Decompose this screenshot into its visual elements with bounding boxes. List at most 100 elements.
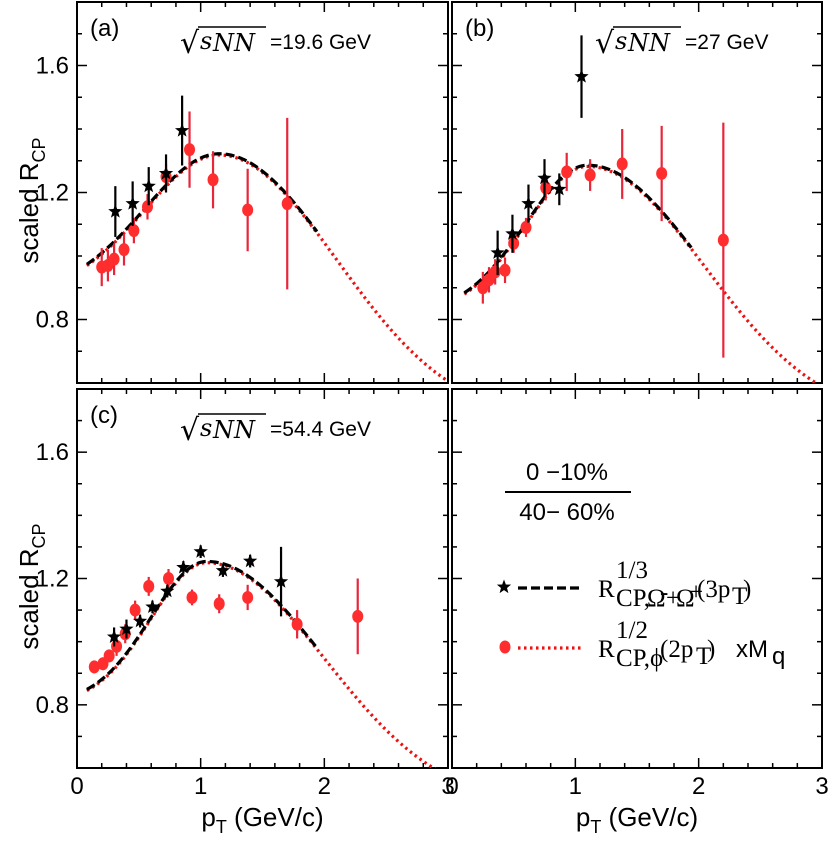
- x-axis-title: pT (GeV/c): [201, 802, 323, 837]
- x-tick-label: 2: [318, 773, 331, 800]
- snn-subscript: NN: [212, 29, 256, 57]
- omega-sub-cp: CP,: [616, 585, 650, 612]
- omega-series: [490, 35, 589, 276]
- x-tick-label: 3: [441, 773, 454, 800]
- omega-scaled-curve: [85, 152, 319, 266]
- x-tick-label: 0: [445, 773, 458, 800]
- omega-R: R: [598, 576, 615, 603]
- energy-value: =54.4 GeV: [270, 418, 371, 441]
- panel-d: 0 1 2 3 pT (GeV/c): [445, 388, 829, 837]
- phi-arg: (2p: [660, 636, 693, 663]
- phi-R: R: [598, 636, 615, 663]
- omega-point: [490, 245, 505, 259]
- panel-label: (b): [465, 15, 494, 42]
- omega-point: [160, 583, 175, 598]
- omega-point: [215, 563, 231, 577]
- phi-point: [103, 649, 115, 663]
- y-tick-label: 1.6: [36, 53, 69, 80]
- phi-scaled-curve: [86, 561, 437, 768]
- phi-point: [352, 609, 364, 623]
- omega-point: [141, 178, 156, 193]
- legend: 0 −10% 40− 60% R1/3CP,Ω-+Ω+(3p T)R1/2CP,ϕ(2…: [496, 459, 785, 672]
- phi-point: [520, 220, 532, 234]
- phi-point: [128, 224, 140, 238]
- phi-point: [118, 243, 130, 257]
- phi-point: [616, 157, 628, 171]
- phi-point: [129, 603, 141, 617]
- phi-sup: 1/2: [616, 617, 648, 644]
- y-tick-label: 1.6: [36, 439, 69, 466]
- phi-point: [111, 639, 123, 653]
- y-axis-title: scaled RCP: [14, 137, 49, 263]
- sqrt-symbol: √: [595, 26, 615, 61]
- tick-marks: [451, 388, 823, 769]
- omega-arg-sub: T: [732, 583, 747, 610]
- panel-label: (a): [90, 15, 119, 42]
- omega-scaled-curve: [86, 559, 319, 691]
- energy-label: √ s NN =54.4 GeV: [180, 413, 371, 448]
- omega-point: [552, 181, 567, 196]
- omega-sub-omega: Ω: [647, 585, 666, 612]
- omega-arg: (3p: [697, 576, 730, 603]
- panel-frame: [451, 1, 823, 384]
- phi-series: [96, 111, 293, 290]
- phi-point: [717, 233, 729, 247]
- omega-point: [145, 599, 160, 613]
- omega-point: [125, 196, 140, 210]
- panel-c: 0.8 1.2 1.6 0 1 2 3 scaled RCP pT (GeV/c) (c) √ s NN…: [14, 388, 455, 837]
- energy-label: √ s NN =27 GeV: [595, 26, 768, 61]
- energy-value: =19.6 GeV: [270, 31, 371, 54]
- phi-point: [291, 617, 303, 631]
- y-tick-label: 1.2: [36, 566, 69, 593]
- panel-b: (b) √ s NN =27 GeV: [451, 1, 823, 384]
- y-axis-title: scaled RCP: [14, 523, 49, 649]
- panel-frame: [76, 388, 449, 769]
- x-tick-label: 3: [815, 773, 828, 800]
- phi-point: [281, 197, 293, 211]
- phi-point: [242, 203, 254, 217]
- ratio-numerator: 0 −10%: [526, 459, 608, 486]
- snn-subscript: NN: [627, 29, 671, 57]
- phi-point: [584, 168, 596, 182]
- legend-phi-label: R1/2CP,ϕ(2p T) xM q: [598, 617, 785, 672]
- phi-point: [540, 181, 552, 195]
- snn-subscript: NN: [212, 416, 256, 444]
- x-tick-label: 1: [194, 773, 207, 800]
- omega-point: [537, 170, 552, 185]
- panel-a: 0.8 1.2 1.6 scaled RCP (a) √ s NN =19.6 GeV: [14, 1, 449, 384]
- omega-point: [132, 613, 148, 628]
- phi-point: [184, 143, 196, 157]
- energy-label: √ s NN =19.6 GeV: [180, 26, 371, 61]
- ratio-denominator: 40− 60%: [519, 499, 614, 526]
- sqrt-symbol: √: [180, 413, 200, 448]
- phi-point: [489, 265, 501, 279]
- omega-point: [174, 123, 190, 137]
- omega-series: [106, 544, 289, 647]
- phi-point: [88, 660, 100, 674]
- y-tick-label: 0.8: [36, 692, 69, 719]
- sqrt-symbol: √: [180, 26, 200, 61]
- omega-point: [106, 629, 122, 643]
- omega-sub-plus: +: [666, 585, 680, 612]
- omega-point: [505, 226, 520, 240]
- snn-label: s: [200, 414, 212, 442]
- omega-point: [176, 559, 191, 574]
- phi-suffix: xM: [736, 636, 768, 663]
- omega-point: [273, 574, 289, 588]
- legend-omega-marker: [496, 579, 512, 594]
- x-tick-label: 2: [692, 773, 705, 800]
- omega-point: [521, 196, 536, 210]
- phi-point: [242, 590, 254, 604]
- phi-point: [508, 236, 520, 250]
- snn-label: s: [615, 27, 627, 55]
- panel-label: (c): [90, 402, 118, 429]
- phi-series: [477, 122, 729, 358]
- omega-sub-minus: -: [660, 579, 668, 606]
- y-tick-label: 0.8: [36, 307, 69, 334]
- omega-sub-sup-plus: +: [689, 579, 703, 606]
- legend-omega-label: R1/3CP,Ω-+Ω+(3p T): [598, 557, 751, 612]
- omega-arg-close: ): [743, 576, 751, 603]
- omega-series: [108, 95, 190, 237]
- phi-point: [141, 200, 153, 214]
